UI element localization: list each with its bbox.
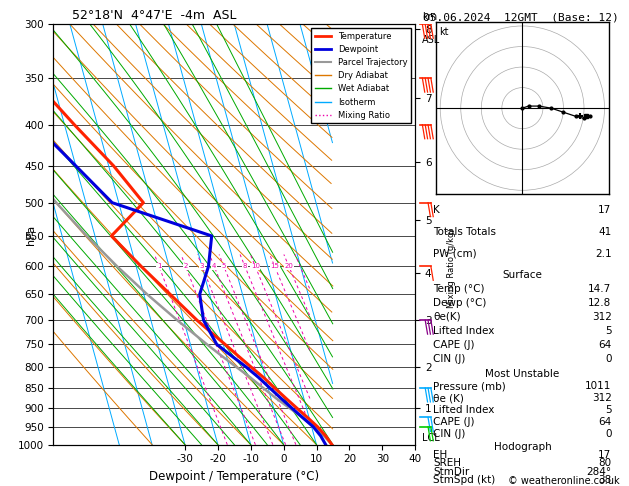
Text: 38: 38 [598,475,611,485]
Text: 3: 3 [200,263,204,269]
Text: 05.06.2024  12GMT  (Base: 12): 05.06.2024 12GMT (Base: 12) [423,12,619,22]
Text: 0: 0 [605,353,611,364]
Text: 5: 5 [605,405,611,416]
Text: 1: 1 [157,263,161,269]
Text: 64: 64 [598,417,611,427]
Text: 5: 5 [221,263,226,269]
X-axis label: Dewpoint / Temperature (°C): Dewpoint / Temperature (°C) [149,470,320,483]
Text: 12.8: 12.8 [588,298,611,308]
Text: © weatheronline.co.uk: © weatheronline.co.uk [508,475,620,486]
Text: SREH: SREH [433,458,461,469]
Text: LCL: LCL [422,433,440,443]
Text: 14.7: 14.7 [588,284,611,294]
Text: 1011: 1011 [585,382,611,391]
Text: 10: 10 [251,263,260,269]
Text: 2: 2 [184,263,188,269]
Text: CAPE (J): CAPE (J) [433,417,475,427]
Text: 17: 17 [598,450,611,460]
Text: hPa: hPa [26,225,36,244]
Text: Totals Totals: Totals Totals [433,227,496,237]
Text: 41: 41 [598,227,611,237]
Text: Hodograph: Hodograph [494,442,551,452]
Text: 64: 64 [598,340,611,349]
Text: 8: 8 [243,263,247,269]
Text: 312: 312 [592,393,611,403]
Text: Lifted Index: Lifted Index [433,405,494,416]
Text: 2.1: 2.1 [595,249,611,259]
Text: Mixing Ratio (g/kg): Mixing Ratio (g/kg) [447,228,456,308]
Text: km: km [422,12,438,22]
Text: PW (cm): PW (cm) [433,249,477,259]
Text: 80: 80 [598,458,611,469]
Text: 15: 15 [270,263,279,269]
Text: 5: 5 [605,326,611,336]
Text: EH: EH [433,450,447,460]
Text: 52°18'N  4°47'E  -4m  ASL: 52°18'N 4°47'E -4m ASL [72,9,237,22]
Text: K: K [433,205,440,215]
Text: ASL: ASL [422,35,441,45]
Text: Surface: Surface [503,270,542,280]
Text: θe(K): θe(K) [433,312,461,322]
Text: Temp (°C): Temp (°C) [433,284,485,294]
Text: 312: 312 [592,312,611,322]
Text: 284°: 284° [586,467,611,477]
Legend: Temperature, Dewpoint, Parcel Trajectory, Dry Adiabat, Wet Adiabat, Isotherm, Mi: Temperature, Dewpoint, Parcel Trajectory… [311,29,411,123]
Text: CIN (J): CIN (J) [433,429,465,439]
Text: Dewp (°C): Dewp (°C) [433,298,487,308]
Text: 0: 0 [605,429,611,439]
Text: StmSpd (kt): StmSpd (kt) [433,475,496,485]
Text: 4: 4 [212,263,216,269]
Text: 17: 17 [598,205,611,215]
Text: θe (K): θe (K) [433,393,464,403]
Text: Lifted Index: Lifted Index [433,326,494,336]
Text: StmDir: StmDir [433,467,469,477]
Text: Pressure (mb): Pressure (mb) [433,382,506,391]
Text: CAPE (J): CAPE (J) [433,340,475,349]
Text: 20: 20 [284,263,293,269]
Text: Most Unstable: Most Unstable [485,369,560,380]
Text: CIN (J): CIN (J) [433,353,465,364]
Text: kt: kt [440,27,449,37]
